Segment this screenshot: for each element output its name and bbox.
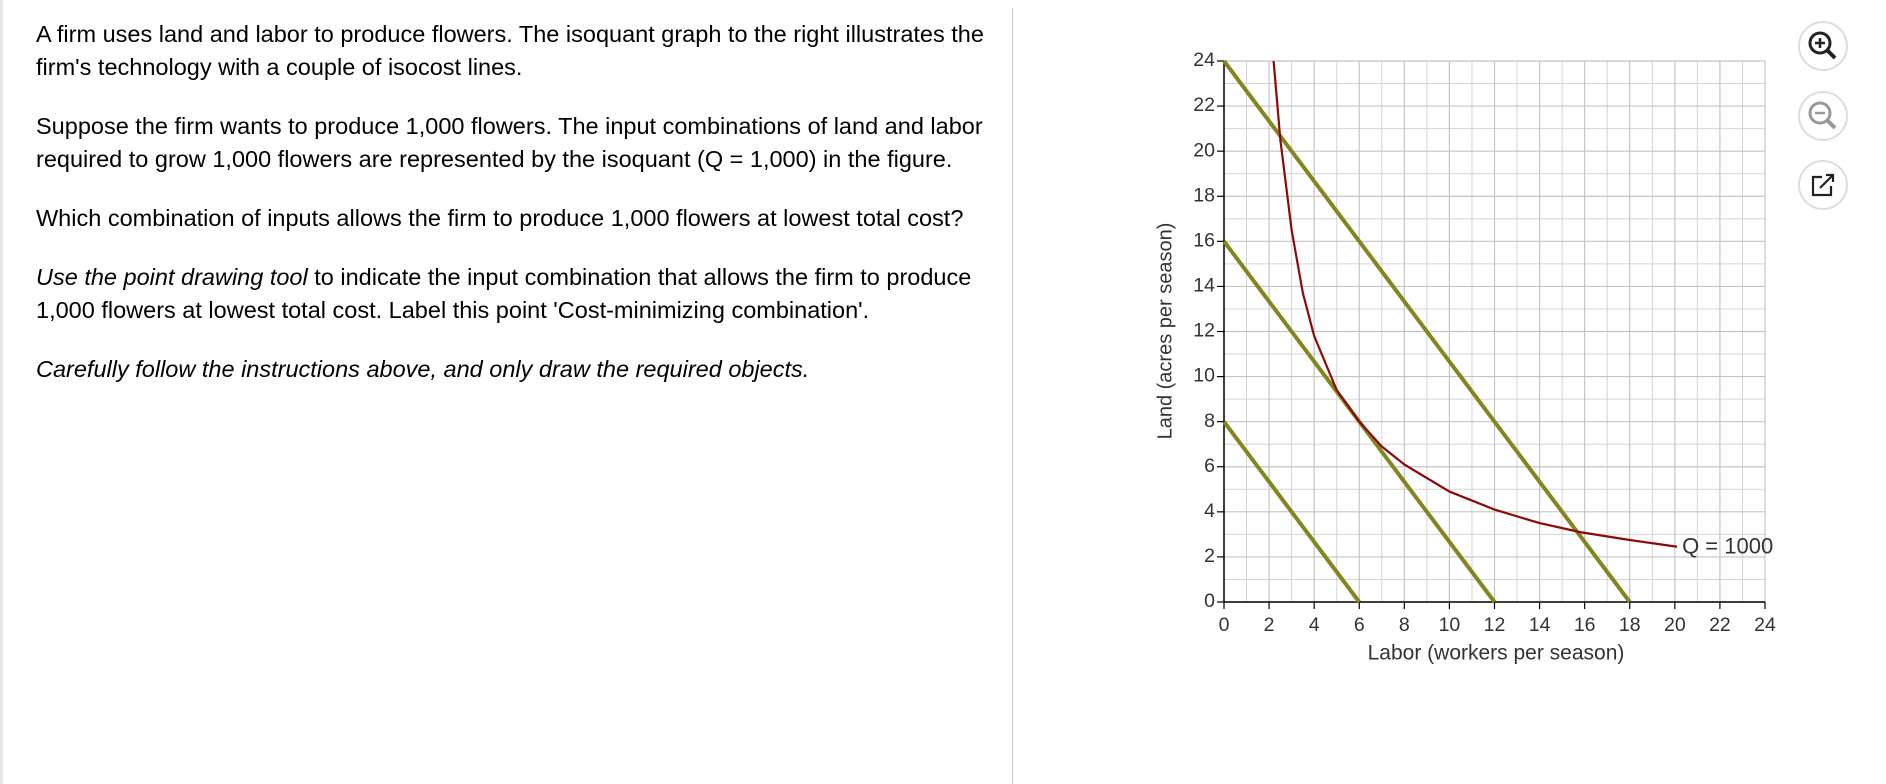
x-tick-label: 24 bbox=[1754, 614, 1776, 636]
x-tick-label: 18 bbox=[1619, 614, 1641, 636]
button-circle[interactable] bbox=[1798, 91, 1848, 141]
y-tick-label: 24 bbox=[1193, 49, 1215, 71]
curve-label: Q = 1000 bbox=[1682, 534, 1773, 559]
isocost-line bbox=[1222, 420, 1361, 604]
x-tick-label: 10 bbox=[1439, 614, 1461, 636]
x-tick-label: 6 bbox=[1354, 614, 1365, 636]
icon[interactable] bbox=[1808, 31, 1832, 55]
y-tick-label: 6 bbox=[1204, 455, 1215, 477]
x-tick-label: 4 bbox=[1309, 614, 1320, 636]
icon[interactable] bbox=[1819, 173, 1835, 189]
divider bbox=[1012, 8, 1013, 784]
question: Which combination of inputs allows the f… bbox=[36, 205, 964, 231]
x-tick-label: 0 bbox=[1219, 614, 1230, 636]
icon[interactable] bbox=[1808, 101, 1832, 125]
x-tick-label: 14 bbox=[1529, 614, 1551, 636]
caution: Carefully follow the instructions above,… bbox=[36, 353, 1011, 386]
x-tick-label: 20 bbox=[1664, 614, 1686, 636]
y-tick-label: 16 bbox=[1193, 229, 1215, 251]
intro: A firm uses land and labor to produce fl… bbox=[36, 21, 984, 80]
x-axis-label: Labor (workers per season) bbox=[1368, 642, 1625, 665]
y-axis-label: Land (acres per season) bbox=[1154, 223, 1176, 440]
open-external-button[interactable] bbox=[1798, 160, 1848, 210]
icon[interactable] bbox=[1811, 175, 1833, 197]
x-tick-label: 22 bbox=[1709, 614, 1731, 636]
left-edge bbox=[0, 0, 3, 784]
instruction-paragraph: Use the point drawing tool to indicate t… bbox=[36, 261, 1011, 327]
caution-text: Carefully follow the instructions above,… bbox=[36, 356, 810, 382]
instruction-italic: Use the point drawing tool bbox=[36, 264, 308, 290]
instruction: to indicate the input combination that a… bbox=[36, 264, 972, 323]
y-tick-label: 20 bbox=[1193, 139, 1215, 161]
y-tick-label: 12 bbox=[1193, 320, 1215, 342]
button-circle[interactable] bbox=[1798, 21, 1848, 71]
isocost-line bbox=[1222, 59, 1632, 604]
x-tick-label: 8 bbox=[1399, 614, 1410, 636]
zoom-out-button[interactable] bbox=[1798, 91, 1848, 141]
x-tick-label: 12 bbox=[1484, 614, 1506, 636]
y-tick-label: 18 bbox=[1193, 184, 1215, 206]
y-tick-label: 0 bbox=[1204, 590, 1215, 612]
y-tick-label: 14 bbox=[1193, 275, 1215, 297]
icon[interactable] bbox=[1825, 48, 1837, 60]
y-tick-label: 4 bbox=[1204, 500, 1215, 522]
zoom-in-button[interactable] bbox=[1798, 21, 1848, 71]
isoquant bbox=[1272, 60, 1678, 548]
y-tick-label: 22 bbox=[1193, 94, 1215, 116]
icon[interactable] bbox=[1825, 118, 1837, 130]
y-tick-label: 2 bbox=[1204, 545, 1215, 567]
y-tick-label: 10 bbox=[1193, 365, 1215, 387]
setup: Suppose the firm wants to produce 1,000 … bbox=[36, 113, 983, 172]
y-tick-label: 8 bbox=[1204, 410, 1215, 432]
x-tick-label: 16 bbox=[1574, 614, 1596, 636]
problem-text: A firm uses land and labor to produce fl… bbox=[36, 18, 1011, 412]
x-tick-label: 2 bbox=[1264, 614, 1275, 636]
